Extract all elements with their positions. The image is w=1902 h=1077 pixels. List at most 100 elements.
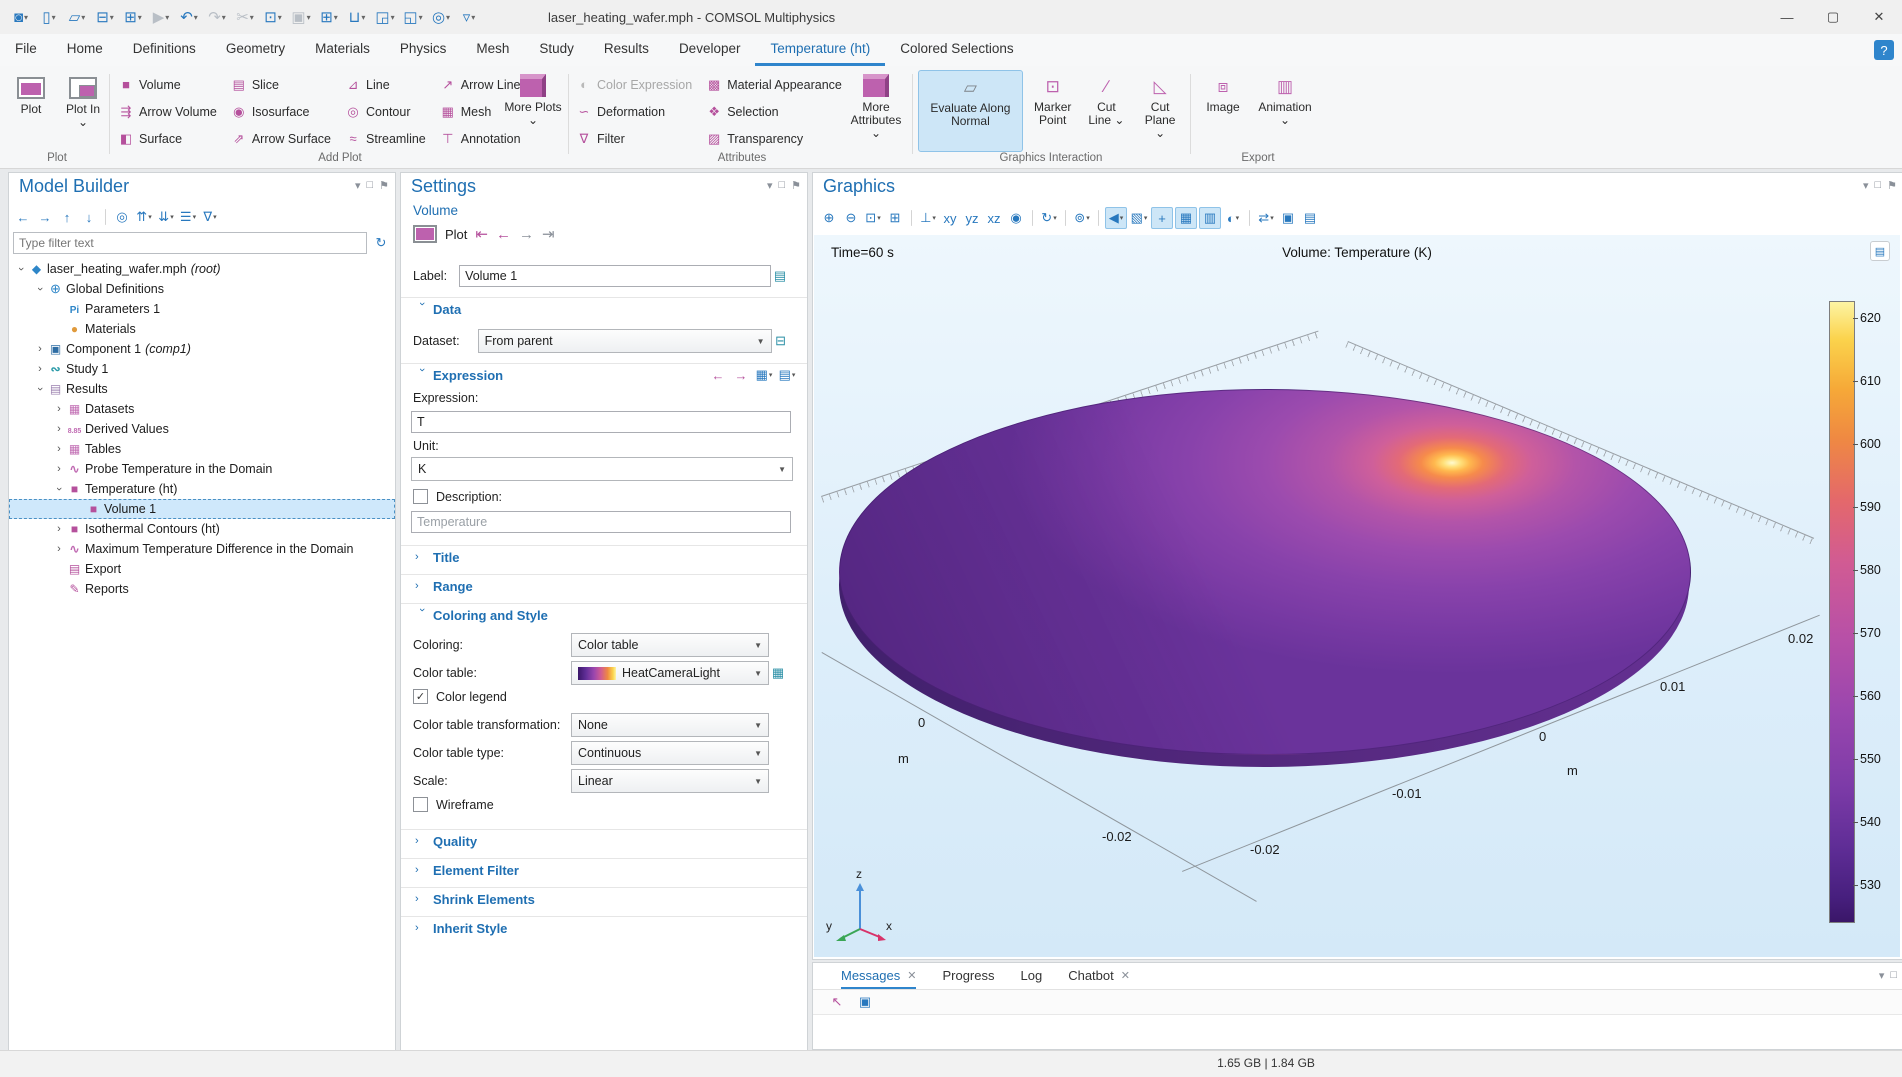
ribbon-tab[interactable]: Colored Selections <box>885 34 1028 66</box>
more-plots-button[interactable]: More Plots ⌄ <box>504 70 562 127</box>
color-table-type-dropdown[interactable]: Continuous▼ <box>571 741 769 765</box>
surface-icon[interactable]: ◧Surface <box>118 125 217 152</box>
evaluate-along-normal-button[interactable]: ▱ Evaluate Along Normal <box>918 70 1023 152</box>
panel-pin-icon[interactable]: ⚑ <box>379 179 389 192</box>
run-icon[interactable]: ▶▾ <box>150 6 172 28</box>
export-image-button[interactable]: ⧈ Image <box>1198 70 1248 150</box>
bottom-tab[interactable]: Progress✕ <box>942 963 994 989</box>
deselect-box-icon[interactable]: ◱▾ <box>402 6 424 28</box>
refresh-icon[interactable]: ↻ <box>371 233 391 253</box>
comsol-logo-icon[interactable]: ◙▾ <box>10 6 32 28</box>
default-3d-view-icon[interactable]: ⊥▾ <box>918 208 938 228</box>
ribbon-tab[interactable]: Developer <box>664 34 756 66</box>
section-title[interactable]: › Title <box>401 545 807 568</box>
find-icon[interactable]: ◎▾ <box>430 6 452 28</box>
tree-item[interactable]: › Isothermal Contours (ht) <box>9 519 395 539</box>
color-palette-icon[interactable]: ◐▾ <box>1223 208 1243 228</box>
model-tree-node-text-icon[interactable]: ☰▾ <box>178 207 198 227</box>
tree-item[interactable]: › Maximum Temperature Difference in the … <box>9 539 395 559</box>
tree-item[interactable]: Volume 1 <box>9 499 395 519</box>
plot-tools-button[interactable]: ▤ <box>1870 241 1890 261</box>
transparency-toggle-icon[interactable]: ▧▾ <box>1129 208 1149 228</box>
ribbon-tab[interactable]: File <box>0 34 52 66</box>
scene-camera-icon[interactable]: ◉▾ <box>1006 208 1026 228</box>
go-to-source-icon[interactable]: ⊟ <box>772 332 790 350</box>
plot-last-icon[interactable]: ⇥ <box>542 225 555 243</box>
duplicate-icon[interactable]: ⊞▾ <box>318 6 340 28</box>
redo-icon[interactable]: ↷▾ <box>206 6 228 28</box>
help-icon[interactable]: ? <box>1874 40 1894 60</box>
panel-pin-icon[interactable]: ⚑ <box>1887 179 1897 192</box>
section-quality[interactable]: › Quality <box>401 829 807 852</box>
tree-item[interactable]: › Global Definitions <box>9 279 395 299</box>
panel-float-icon[interactable]: □ <box>778 179 785 192</box>
copy-table-icon[interactable]: ▣▾ <box>855 992 875 1012</box>
zoom-out-icon[interactable]: ⊖▾ <box>841 208 861 228</box>
ribbon-tab[interactable]: Mesh <box>461 34 524 66</box>
section-expression[interactable]: › Expression ← → ▦▾ ▤▾ <box>401 363 807 386</box>
bottom-tab[interactable]: Chatbot✕ <box>1068 963 1130 989</box>
paste-icon[interactable]: ▣▾ <box>290 6 312 28</box>
view-xz-icon[interactable]: xz▾ <box>984 208 1004 228</box>
panel-menu-icon[interactable]: ▾ <box>1863 179 1869 192</box>
wireframe-checkbox[interactable] <box>413 797 428 812</box>
sound-icon[interactable]: ◀▾ <box>1105 207 1127 229</box>
contour-icon[interactable]: ◎Contour <box>345 98 426 125</box>
export-animation-button[interactable]: ▥ Animation ⌄ <box>1254 70 1316 150</box>
streamline-icon[interactable]: ≈Streamline <box>345 125 426 152</box>
section-inherit-style[interactable]: › Inherit Style <box>401 916 807 939</box>
bottom-tab[interactable]: Log✕ <box>1021 963 1043 989</box>
show-color-legend-icon[interactable]: ▥▾ <box>1199 207 1221 229</box>
isosurface-icon[interactable]: ◉Isosurface <box>231 98 331 125</box>
material-appearance-icon[interactable]: ▩Material Appearance <box>706 71 842 98</box>
tree-item[interactable]: › Component 1 (comp1) <box>9 339 395 359</box>
slice-icon[interactable]: ▤Slice <box>231 71 331 98</box>
save-icon[interactable]: ⊟▾ <box>94 6 116 28</box>
ribbon-tab[interactable]: Study <box>524 34 589 66</box>
section-element-filter[interactable]: › Element Filter <box>401 858 807 881</box>
close-button[interactable]: ✕ <box>1856 0 1902 34</box>
ribbon-tab[interactable]: Definitions <box>118 34 211 66</box>
panel-menu-icon[interactable]: ▾ <box>355 179 361 192</box>
bottom-tab[interactable]: Messages✕ <box>841 963 916 989</box>
view-xy-icon[interactable]: xy▾ <box>940 208 960 228</box>
ribbon-tab[interactable]: Physics <box>385 34 462 66</box>
new-file-icon[interactable]: ▯▾ <box>38 6 60 28</box>
view-yz-icon[interactable]: yz▾ <box>962 208 982 228</box>
panel-menu-icon[interactable]: ▾ <box>1879 969 1885 982</box>
panel-menu-icon[interactable]: ▾ <box>767 179 773 192</box>
print-icon[interactable]: ▤▾ <box>1300 208 1320 228</box>
zoom-extents-icon[interactable]: ⊞▾ <box>885 208 905 228</box>
panel-float-icon[interactable]: □ <box>1890 969 1897 982</box>
tree-item[interactable]: Reports <box>9 579 395 599</box>
section-data[interactable]: › Data <box>401 297 807 320</box>
tree-item[interactable]: › Temperature (ht) <box>9 479 395 499</box>
line-icon[interactable]: ⊿Line <box>345 71 426 98</box>
show-icon[interactable]: ◎▾ <box>112 207 132 227</box>
ribbon-tab[interactable]: Geometry <box>211 34 300 66</box>
zoom-box-icon[interactable]: ⊡▾ <box>863 208 883 228</box>
tree-item[interactable]: › Study 1 <box>9 359 395 379</box>
panel-float-icon[interactable]: □ <box>1874 179 1881 192</box>
section-coloring-style[interactable]: › Coloring and Style <box>401 603 807 626</box>
pointer-icon[interactable]: ↖▾ <box>827 992 847 1012</box>
unit-combobox[interactable]: K▼ <box>411 457 793 481</box>
open-file-icon[interactable]: ▱▾ <box>66 6 88 28</box>
ribbon-tab[interactable]: Temperature (ht) <box>755 34 885 66</box>
filter-attribute-icon[interactable]: ∇Filter <box>576 125 692 152</box>
nav-back-icon[interactable]: ←▾ <box>13 207 33 227</box>
tree-item[interactable]: Export <box>9 559 395 579</box>
transparency-icon[interactable]: ▨Transparency <box>706 125 842 152</box>
tree-item[interactable]: › Probe Temperature in the Domain <box>9 459 395 479</box>
more-attributes-button[interactable]: More Attributes ⌄ <box>844 70 908 140</box>
copy-icon[interactable]: ⊡▾ <box>262 6 284 28</box>
label-input[interactable] <box>459 265 771 287</box>
messages-content[interactable] <box>813 1015 1902 1049</box>
tree-item[interactable]: › laser_heating_wafer.mph (root) <box>9 259 395 279</box>
color-table-dropdown[interactable]: HeatCameraLight▼ <box>571 661 769 685</box>
color-legend-checkbox[interactable]: ✓ <box>413 689 428 704</box>
tree-item[interactable]: › Derived Values <box>9 419 395 439</box>
cut-icon[interactable]: ✂▾ <box>234 6 256 28</box>
undo-icon[interactable]: ↶▾ <box>178 6 200 28</box>
expression-input[interactable] <box>411 411 791 433</box>
